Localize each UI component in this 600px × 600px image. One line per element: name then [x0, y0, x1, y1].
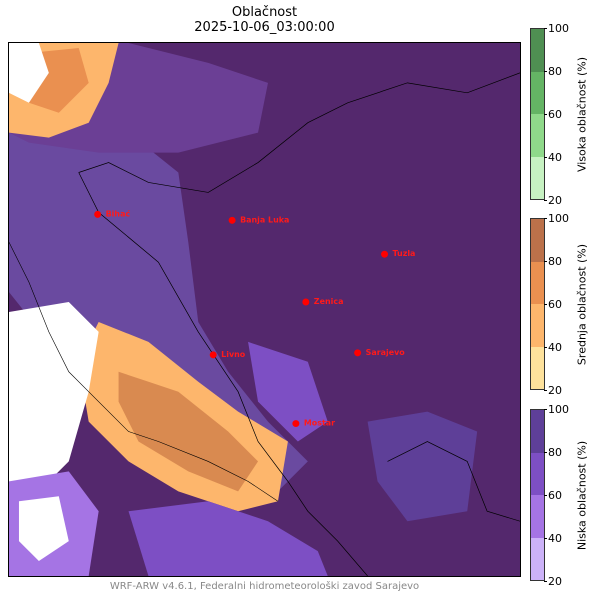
svg-text:Tuzla: Tuzla — [392, 249, 415, 258]
colorbar-segment — [531, 346, 544, 389]
border-line — [78, 72, 520, 193]
colorbar-segment — [531, 537, 544, 580]
colorbar-2 — [530, 409, 545, 581]
colorbar-tick: 20 — [544, 384, 562, 397]
map-datetime: 2025-10-06_03:00:00 — [194, 20, 335, 35]
colorbar-tick: 20 — [544, 575, 562, 588]
colorbar-tick: 100 — [544, 212, 569, 225]
colorbar-segment — [531, 452, 544, 495]
colorbar-tick: 40 — [544, 151, 562, 164]
city-mostar: Mostar — [292, 419, 335, 428]
colorbar-segment — [531, 261, 544, 304]
colorbar-tick: 80 — [544, 255, 562, 268]
colorbar-segment — [531, 156, 544, 199]
cloud-cover-map: Bihać Banja Luka Tuzla Zenica Livno Sara… — [8, 42, 521, 577]
colorbar-segment — [531, 495, 544, 538]
colorbar-tick: 40 — [544, 532, 562, 545]
city-sarajevo: Sarajevo — [354, 348, 405, 357]
low-cloud-light-region — [9, 112, 308, 502]
colorbar-label: Srednja oblačnost (%) — [575, 243, 589, 366]
city-bihac: Bihać — [94, 208, 130, 218]
clear-region-north — [9, 43, 49, 103]
svg-text:Mostar: Mostar — [304, 419, 335, 428]
colorbar-segment — [531, 304, 544, 347]
colorbar-tick: 100 — [544, 403, 569, 416]
border-line — [387, 441, 520, 522]
colorbar-segment — [531, 114, 544, 157]
coastline — [9, 242, 279, 502]
colorbar-label: Niska oblačnost (%) — [575, 440, 589, 551]
colorbar-tick: 60 — [544, 108, 562, 121]
svg-text:Banja Luka: Banja Luka — [240, 215, 289, 224]
colorbar-label: Visoka oblačnost (%) — [575, 56, 589, 173]
clear-region-coast — [9, 302, 99, 512]
footer-credit: WRF-ARW v4.6.1, Federalni hidrometeorolo… — [109, 581, 420, 592]
city-banja-luka: Banja Luka — [228, 215, 289, 224]
svg-text:Bihać: Bihać — [106, 208, 131, 218]
colorbar-tick: 20 — [544, 194, 562, 207]
svg-text:Sarajevo: Sarajevo — [366, 348, 406, 357]
city-tuzla: Tuzla — [381, 249, 415, 258]
city-livno: Livno — [209, 350, 246, 359]
svg-text:Zenica: Zenica — [314, 297, 344, 306]
colorbar-tick: 100 — [544, 22, 569, 35]
colorbar-tick: 60 — [544, 298, 562, 311]
colorbar-0 — [530, 28, 545, 200]
colorbar-segment — [531, 71, 544, 114]
svg-text:Livno: Livno — [221, 350, 246, 359]
colorbar-segment — [531, 29, 544, 72]
city-zenica: Zenica — [302, 297, 343, 306]
colorbar-segment — [531, 219, 544, 262]
colorbar-segment — [531, 410, 544, 453]
map-title: Oblačnost — [231, 5, 298, 20]
colorbar-tick: 80 — [544, 65, 562, 78]
colorbar-tick: 40 — [544, 341, 562, 354]
colorbar-1 — [530, 218, 545, 390]
border-line — [78, 172, 368, 576]
colorbar-tick: 60 — [544, 489, 562, 502]
colorbar-tick: 80 — [544, 446, 562, 459]
